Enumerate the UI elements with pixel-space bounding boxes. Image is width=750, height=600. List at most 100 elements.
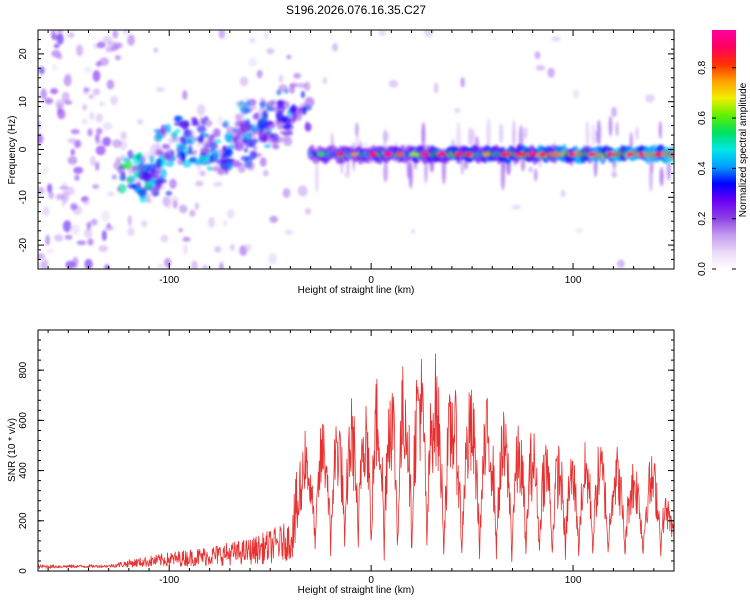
spectrogram-cell	[250, 124, 257, 134]
spectrogram-cell	[209, 140, 217, 147]
spectrogram-cell	[164, 257, 172, 268]
spectrogram-cell	[120, 171, 126, 182]
spectrogram-cell	[159, 168, 167, 179]
spectrogram-cell	[265, 120, 274, 126]
snr-y-tick-label: 800	[18, 361, 29, 378]
spectrogram-cell	[95, 113, 103, 123]
snr-y-axis-title: SNR (10 * v/v)	[7, 418, 18, 482]
spectrogram-cell	[70, 224, 81, 235]
spectrogram-cell	[523, 126, 528, 140]
spectrogram-y-tick-labels: -20 -10 0 10 20	[18, 48, 29, 252]
spectrogram-cell	[171, 136, 180, 143]
spectrogram-cell	[355, 122, 359, 137]
spectrogram-cell	[248, 57, 257, 67]
colorbar-tick-labels: 0.0 0.2 0.4 0.6 0.8	[697, 60, 708, 276]
spectrogram-cell	[169, 178, 177, 189]
spectrogram-cell	[127, 215, 132, 227]
colorbar-tick-label: 0.0	[697, 262, 708, 276]
spectrogram-cell	[249, 37, 256, 44]
spectrogram-cell	[304, 97, 315, 107]
spectrogram-cell	[120, 131, 127, 140]
spectrogram-cell	[56, 30, 64, 33]
spectrogram-cell	[101, 230, 107, 241]
spectrogram-cell	[436, 152, 447, 157]
spectrogram-cell	[191, 260, 198, 269]
spectrogram-cell	[482, 152, 491, 157]
spectrogram-cell	[62, 220, 72, 233]
spectrogram-cell	[514, 152, 527, 157]
spectrogram-cell	[281, 124, 291, 130]
spectrogram-cell	[127, 227, 135, 237]
spectrogram-cell	[263, 144, 272, 148]
spectrogram-cell	[464, 152, 473, 157]
spectrogram-cell	[382, 152, 393, 157]
spectrogram-cell	[165, 161, 175, 167]
spectrogram-cell	[38, 253, 45, 260]
spectrogram-cell	[178, 228, 183, 233]
spectrogram-cell	[454, 107, 461, 114]
snr-x-tick-labels: -100 0 100	[159, 575, 582, 586]
spectrogram-cell	[266, 48, 275, 55]
spectrogram-cell	[608, 115, 613, 137]
spectrogram-cell	[229, 243, 235, 251]
spectrogram-cell	[284, 229, 293, 235]
spectrogram-cell	[222, 122, 228, 128]
spectrogram-cell	[137, 119, 144, 125]
spectrogram-cell	[186, 135, 196, 145]
spectrogram-cell	[297, 82, 307, 89]
spectrogram-cell	[92, 88, 101, 96]
spectrogram-cell	[87, 128, 93, 137]
spectrogram-cell	[568, 152, 576, 157]
spectrogram-cell	[83, 228, 93, 239]
snr-y-tick-label: 0	[18, 568, 29, 574]
spectrogram-cell	[254, 112, 259, 119]
spec-x-tick-label: 0	[368, 275, 374, 286]
spectrogram-cell	[44, 97, 54, 105]
spectrogram-cell	[51, 49, 62, 58]
spectrogram-cell	[207, 165, 212, 171]
spectrogram-cells	[38, 30, 674, 269]
spec-x-tick-label: -100	[159, 275, 179, 286]
spectrogram-cell	[188, 157, 197, 163]
spectrogram-cell	[107, 41, 117, 47]
spectrogram-cell	[520, 157, 526, 172]
spectrogram-cell	[137, 162, 145, 173]
spec-x-axis-title: Height of straight line (km)	[298, 285, 415, 296]
spectrogram-cell	[182, 236, 191, 242]
spectrogram-cell	[183, 243, 188, 255]
spectrogram-cell	[40, 88, 47, 100]
spectrogram-cell	[227, 144, 235, 150]
spectrogram-cell	[235, 101, 244, 106]
figure-title: S196.2026.076.16.35.C27	[286, 3, 426, 17]
spectrogram-cell	[214, 246, 222, 253]
spectrogram-cell	[57, 108, 66, 120]
spectrogram-cell	[83, 200, 91, 207]
spectrogram-cell	[547, 67, 555, 78]
spectrogram-cell	[336, 152, 345, 157]
spectrogram-cell	[535, 65, 546, 71]
spectrogram-cell	[181, 120, 187, 127]
spec-y-axis-title: Frequency (Hz)	[7, 116, 18, 185]
spectrogram-cell	[43, 166, 49, 173]
spectrogram-cell	[277, 100, 285, 107]
spectrogram-cell	[76, 240, 87, 246]
spectrogram-cell	[276, 89, 282, 96]
spectrogram-cell	[74, 174, 80, 181]
spectrogram-cell	[314, 161, 319, 194]
spectrogram-cell	[179, 204, 188, 214]
spectrogram-cell	[111, 174, 117, 180]
spectrogram-cell	[234, 141, 244, 151]
spectrogram-cell	[224, 149, 233, 158]
spectrogram-cell	[86, 221, 92, 231]
spectrogram-cell	[645, 94, 655, 103]
spec-y-tick-label: 20	[18, 48, 29, 60]
colorbar-tick-label: 0.4	[697, 161, 708, 175]
spectrogram-cell	[243, 147, 249, 153]
spectrogram-cell	[270, 133, 279, 140]
spectrogram-cell	[149, 154, 155, 164]
spectrogram-cell	[282, 133, 291, 143]
spectrogram-cell	[188, 144, 193, 152]
spectrogram-cell	[138, 188, 148, 199]
spectrogram-cell	[146, 193, 151, 203]
spec-x-tick-label: 100	[565, 275, 582, 286]
